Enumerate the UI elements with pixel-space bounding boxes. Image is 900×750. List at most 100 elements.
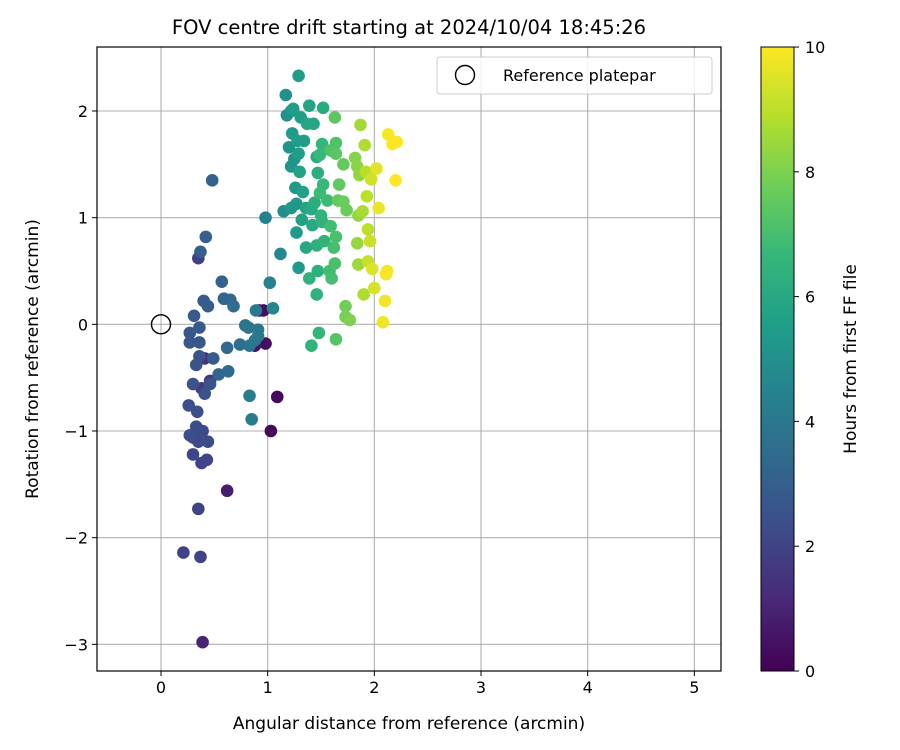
data-point (297, 134, 311, 148)
data-point (358, 138, 372, 152)
x-axis-ticks: 0 1 2 3 4 5 (156, 671, 699, 697)
data-point (266, 302, 280, 315)
data-point (193, 350, 206, 363)
data-point (286, 102, 300, 116)
data-point (245, 412, 258, 426)
data-point (292, 147, 305, 160)
data-point (251, 329, 265, 343)
y-tick-label: 2 (78, 102, 88, 121)
data-point (313, 148, 327, 162)
data-point (327, 241, 341, 254)
data-point (295, 213, 309, 227)
data-point (192, 502, 205, 516)
colorbar-tick-label: 0 (805, 662, 815, 681)
data-point (279, 88, 293, 102)
data-point (193, 336, 206, 349)
data-point (312, 326, 326, 340)
data-point (357, 288, 370, 301)
data-point (227, 299, 240, 313)
reference-marker-layer (150, 314, 172, 335)
x-tick-label: 4 (583, 678, 593, 697)
data-point (317, 234, 331, 248)
data-point (390, 135, 404, 149)
data-point (212, 368, 225, 381)
data-point (292, 69, 305, 83)
data-point (316, 101, 330, 115)
data-point (339, 299, 352, 313)
data-point (365, 262, 379, 276)
data-point (380, 264, 394, 278)
data-point (220, 484, 234, 498)
colorbar-ticks: 0 2 4 6 8 10 (794, 38, 825, 681)
data-point (361, 223, 375, 236)
data-point (200, 453, 214, 467)
data-point (264, 424, 278, 438)
data-point (198, 387, 212, 400)
data-point (215, 275, 229, 288)
y-tick-label: −2 (64, 529, 88, 548)
data-point (337, 158, 350, 171)
data-point (381, 128, 395, 141)
data-point (206, 352, 220, 365)
x-tick-label: 2 (369, 678, 379, 697)
y-tick-label: −1 (64, 422, 88, 441)
colorbar-tick-label: 6 (805, 288, 815, 307)
data-point (376, 315, 390, 329)
x-tick-label: 5 (689, 678, 699, 697)
data-point (186, 377, 200, 391)
data-point (203, 377, 217, 391)
y-axis-ticks: −3 −2 −1 0 1 2 (64, 102, 97, 654)
data-point (177, 546, 190, 559)
data-point (329, 332, 343, 346)
data-point (300, 117, 314, 131)
data-point (221, 364, 235, 378)
legend: Reference platepar (436, 56, 713, 95)
colorbar-tick-label: 10 (805, 38, 825, 57)
legend-marker-icon (454, 64, 476, 86)
data-point (242, 321, 255, 334)
data-point (354, 118, 367, 132)
data-point (310, 288, 324, 301)
data-point (321, 194, 334, 207)
data-point (302, 99, 316, 112)
data-point (274, 247, 287, 261)
data-point (343, 313, 357, 327)
data-point (259, 211, 272, 224)
data-point (363, 234, 377, 248)
data-point (243, 389, 256, 403)
data-point (356, 204, 369, 218)
data-point (329, 230, 343, 244)
legend-box (436, 56, 713, 95)
data-point (370, 162, 383, 175)
data-point (350, 236, 364, 250)
data-point (328, 111, 342, 124)
data-point (378, 294, 392, 308)
colorbar (760, 46, 795, 672)
data-point (308, 196, 321, 210)
data-point (186, 448, 200, 461)
data-point (368, 281, 381, 295)
data-point (372, 201, 385, 215)
data-point (199, 230, 213, 244)
data-point (324, 219, 337, 233)
data-point (314, 209, 328, 222)
y-tick-label: −3 (64, 635, 88, 654)
data-point (364, 172, 378, 186)
reference-platepar-marker (150, 314, 172, 335)
data-point (306, 218, 319, 232)
data-point (299, 241, 313, 254)
x-tick-label: 0 (156, 678, 166, 697)
colorbar-tick-label: 8 (805, 163, 815, 182)
data-point (290, 226, 303, 239)
x-tick-label: 3 (476, 678, 486, 697)
data-point (284, 201, 298, 215)
plot-frame (96, 46, 722, 672)
x-axis-label: Angular distance from reference (arcmin) (233, 714, 585, 734)
data-point (187, 309, 201, 323)
data-point (340, 203, 353, 217)
data-point (201, 435, 215, 448)
colorbar-tick-label: 4 (805, 412, 815, 431)
data-point (194, 550, 207, 564)
data-point (302, 272, 316, 285)
